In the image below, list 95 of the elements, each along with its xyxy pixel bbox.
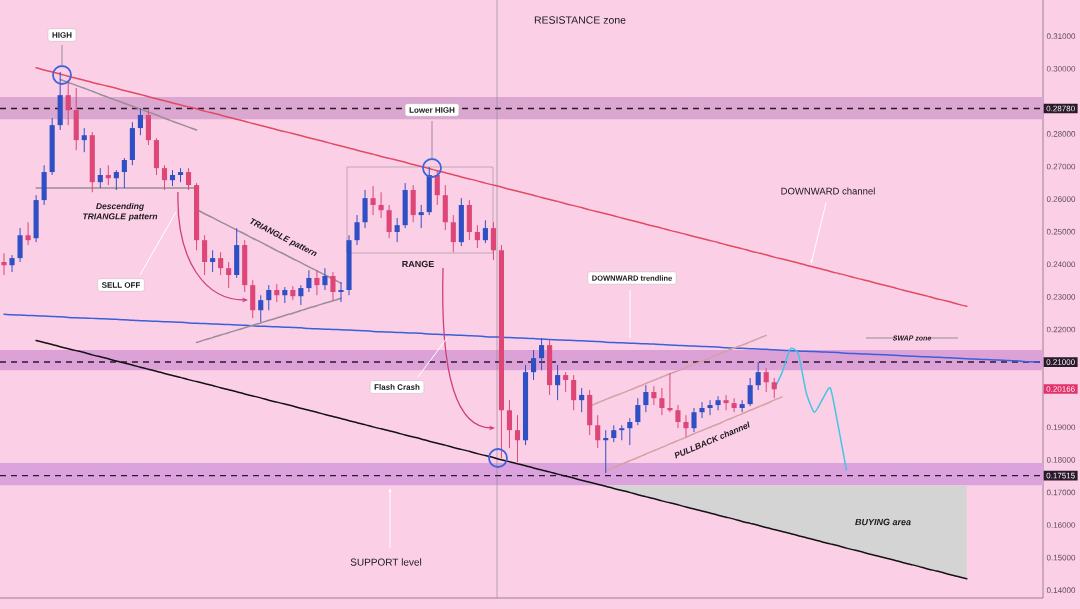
candlestick: [627, 417, 633, 446]
annotation: DOWNWARD channel: [781, 187, 875, 195]
y-tick-label: 0.26000: [1046, 196, 1076, 202]
candlestick: [258, 294, 264, 323]
ref-line-label: 0.21000: [1046, 359, 1075, 365]
candlestick: [226, 261, 232, 289]
candlestick: [530, 349, 537, 381]
annotation: Lower HIGH: [409, 107, 455, 113]
candlestick: [121, 157, 127, 189]
candlestick: [691, 407, 697, 433]
candlestick: [218, 251, 224, 276]
candlestick: [450, 214, 456, 253]
ref-line-label: 0.17515: [1046, 472, 1075, 479]
ref-line-label: 0.28780: [1046, 105, 1075, 112]
candlestick: [25, 221, 31, 246]
candlestick: [113, 169, 119, 191]
candlestick: [755, 361, 761, 391]
annotation: BUYING area: [855, 518, 911, 526]
candlestick: [210, 249, 216, 273]
candlestick: [731, 397, 737, 413]
candlestick: [715, 395, 721, 411]
annotation: HIGH: [52, 32, 72, 38]
candlestick: [137, 107, 143, 136]
y-tick-label: 0.22000: [1046, 326, 1076, 333]
candlestick: [97, 167, 103, 189]
candlestick: [643, 384, 649, 413]
candlestick: [699, 401, 705, 419]
y-tick-label: 0.19000: [1046, 424, 1076, 431]
candlestick: [747, 377, 753, 407]
y-tick-label: 0.27000: [1046, 163, 1076, 170]
annotation: RANGE: [402, 260, 434, 268]
candlestick: [539, 337, 545, 371]
candlestick: [17, 227, 23, 263]
candlestick: [161, 164, 168, 191]
candlestick: [378, 191, 384, 219]
annotation: RESISTANCE zone: [534, 16, 626, 24]
candlestick: [394, 217, 400, 243]
candlestick: [490, 221, 496, 261]
candlestick: [9, 254, 15, 273]
y-tick-label: 0.30000: [1046, 65, 1076, 72]
candlestick: [579, 387, 585, 413]
line-series: [605, 396, 783, 472]
y-tick-label: 0.24000: [1046, 261, 1076, 268]
candlestick: [338, 281, 344, 303]
candlestick: [707, 399, 713, 416]
candlestick: [595, 414, 601, 449]
text: 0.20166: [1046, 386, 1075, 392]
candlestick: [306, 269, 312, 293]
line-series: [195, 297, 342, 344]
y-tick-label: 0.25000: [1046, 228, 1076, 235]
y-tick-label: 0.15000: [1046, 554, 1076, 561]
candlestick: [763, 367, 769, 393]
y-tick-label: 0.17000: [1046, 489, 1076, 496]
candlestick: [185, 167, 192, 191]
candlestick: [298, 284, 304, 306]
y-tick-label: 0.18000: [1046, 456, 1076, 463]
line-series: [59, 78, 198, 131]
candlestick: [370, 185, 376, 216]
annotation: SELL OFF: [101, 282, 141, 288]
candlestick: [266, 284, 272, 311]
candlestick: [81, 127, 87, 153]
candlestick: [571, 374, 577, 411]
candlestick: [651, 385, 657, 406]
candlestick: [771, 377, 777, 399]
candlestick: [322, 267, 328, 291]
y-tick-label: 0.16000: [1046, 522, 1076, 528]
candlestick: [474, 224, 480, 249]
y-tick-label: 0.23000: [1046, 294, 1076, 300]
candlestick: [635, 397, 641, 426]
candlestick: [354, 214, 360, 246]
candlestick: [330, 271, 336, 301]
candlestick: [563, 371, 569, 393]
candlestick: [506, 399, 513, 449]
y-tick-label: 0.28000: [1046, 131, 1076, 137]
annotation: Descending TRIANGLE pattern: [83, 202, 158, 222]
candlestick: [514, 414, 521, 463]
candlestick: [1, 252, 7, 276]
candlestick: [675, 404, 681, 429]
candlestick: [482, 219, 488, 244]
annotation: SUPPORT level: [350, 558, 422, 566]
line-series: [3, 313, 1040, 363]
y-tick-label: 0.14000: [1046, 587, 1076, 593]
candlestick: [386, 204, 392, 239]
candlestick: [739, 399, 745, 413]
candlestick: [723, 394, 729, 411]
candlestick: [659, 387, 665, 416]
candlestick: [202, 234, 208, 276]
line-series: [35, 339, 968, 580]
candlestick: [314, 269, 320, 296]
annotation: Flash Crash: [374, 384, 420, 390]
y-tick-label: 0.31000: [1046, 33, 1076, 39]
candlestick: [434, 169, 440, 206]
candlestick: [418, 204, 424, 229]
candlestick: [555, 364, 561, 401]
candlestick: [65, 79, 71, 126]
